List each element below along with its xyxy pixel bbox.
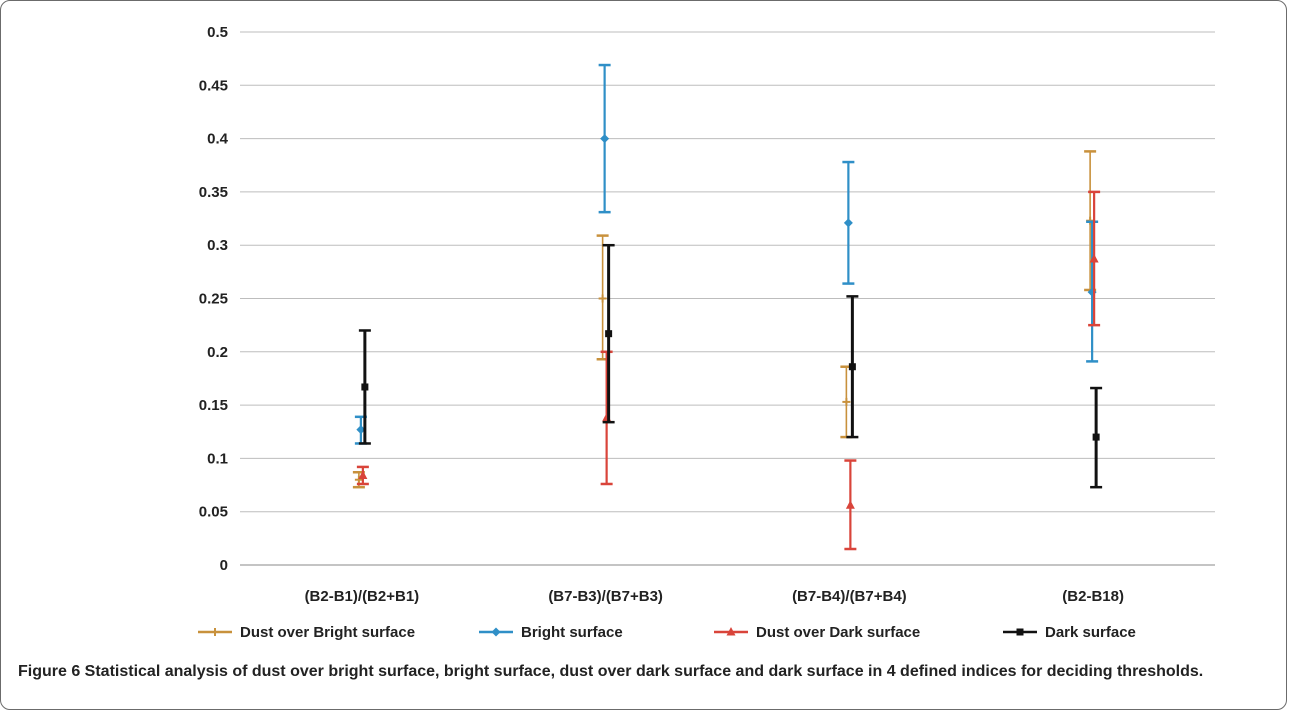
mean-marker <box>1089 254 1099 263</box>
mean-marker <box>848 363 856 371</box>
mean-marker <box>845 500 855 509</box>
y-tick-label: 0 <box>220 557 228 574</box>
legend-marker <box>1016 628 1024 636</box>
error-bar-chart: 0 0.05 0.1 0.15 0.2 0.25 0.3 0.35 0.4 0.45 0.5 (B2… <box>198 24 1215 641</box>
legend: Dust over Bright surface Bright surface Du… <box>198 624 1136 641</box>
caption-text: Statistical analysis of dust over bright… <box>80 663 1204 680</box>
series-1 <box>354 63 1099 445</box>
gridlines <box>240 31 1215 566</box>
legend-item: Bright surface <box>479 624 623 641</box>
series-layer <box>352 63 1103 551</box>
series-0 <box>352 150 1097 489</box>
y-tick-label: 0.2 <box>207 344 228 361</box>
category-labels: (B2-B1)/(B2+B1) (B7-B3)/(B7+B3) (B7-B4)/(B… <box>305 588 1124 605</box>
category-label: (B7-B4)/(B7+B4) <box>792 588 907 605</box>
mean-marker <box>354 475 363 484</box>
legend-label: Dust over Dark surface <box>756 624 920 641</box>
mean-marker <box>1092 433 1100 441</box>
mean-marker <box>600 134 610 144</box>
y-tick-label: 0.35 <box>199 184 228 201</box>
mean-marker <box>358 470 368 479</box>
series-2 <box>356 190 1101 551</box>
mean-marker <box>843 218 853 228</box>
series-3 <box>358 243 1103 489</box>
y-tick-label: 0.05 <box>199 504 228 521</box>
legend-label: Dark surface <box>1045 624 1136 641</box>
legend-item: Dust over Bright surface <box>198 624 415 641</box>
y-tick-label: 0.1 <box>207 450 228 467</box>
mean-marker <box>598 294 607 303</box>
caption-label: Figure 6 <box>18 663 81 680</box>
category-label: (B7-B3)/(B7+B3) <box>548 588 663 605</box>
mean-marker <box>361 383 369 391</box>
y-tick-label: 0.15 <box>199 397 228 414</box>
y-tick-label: 0.25 <box>199 291 228 308</box>
legend-marker <box>726 627 736 636</box>
category-label: (B2-B1)/(B2+B1) <box>305 588 420 605</box>
mean-marker <box>605 330 613 338</box>
legend-item: Dust over Dark surface <box>714 624 920 641</box>
mean-marker <box>842 397 851 406</box>
legend-item: Dark surface <box>1003 624 1136 641</box>
y-tick-label: 0.4 <box>207 131 229 148</box>
category-label: (B2-B18) <box>1062 588 1124 605</box>
legend-label: Dust over Bright surface <box>240 624 415 641</box>
mean-marker <box>356 425 366 435</box>
legend-marker <box>491 627 501 637</box>
y-tick-label: 0.45 <box>199 77 228 94</box>
legend-marker <box>211 628 219 636</box>
figure-caption: Figure 6 Statistical analysis of dust ov… <box>18 662 1268 682</box>
y-tick-label: 0.3 <box>207 237 228 254</box>
legend-label: Bright surface <box>521 624 623 641</box>
y-tick-label: 0.5 <box>207 24 228 41</box>
y-axis-tick-labels: 0 0.05 0.1 0.15 0.2 0.25 0.3 0.35 0.4 0.45 0.5 <box>199 24 229 574</box>
